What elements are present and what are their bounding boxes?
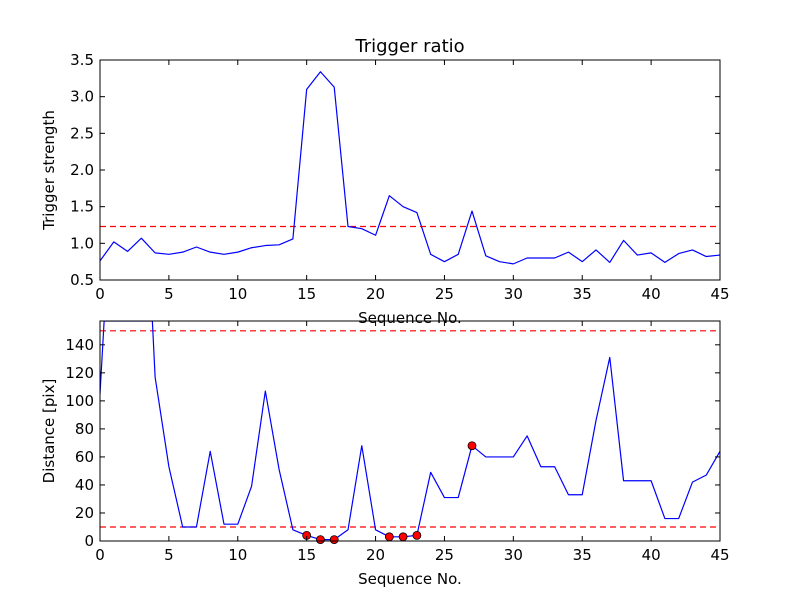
x-tick-label: 35 (573, 285, 592, 303)
x-tick-label: 20 (366, 285, 385, 303)
y-axis-label: Trigger strength (40, 110, 58, 231)
x-tick-label: 10 (228, 546, 247, 564)
highlighted-point (467, 441, 477, 451)
y-tick-label: 3.5 (70, 51, 94, 69)
y-tick-label: 1.5 (70, 198, 94, 216)
series-line (100, 71, 720, 265)
y-tick-label: 100 (65, 392, 94, 410)
y-tick-label: 140 (65, 336, 94, 354)
y-tick-label: 40 (75, 476, 94, 494)
plot-frame (99, 320, 721, 542)
top-plot-trigger-ratio: 0 5 10 15 20 25 30 35 40 45 0.5 1.0 1.5 2.0 2.5 3.0 3.5 S… (40, 36, 730, 327)
highlighted-point (329, 535, 339, 544)
x-tick-label: 15 (297, 546, 316, 564)
y-axis-label: Distance [pix] (40, 379, 58, 484)
plot-area (100, 71, 720, 265)
x-tick-label: 25 (435, 285, 454, 303)
x-tick-label: 5 (164, 546, 174, 564)
x-tick-label: 5 (164, 285, 174, 303)
x-tick-label: 0 (95, 546, 105, 564)
y-tick-label: 120 (65, 364, 94, 382)
series-line (100, 321, 720, 541)
y-tick-label: 20 (75, 504, 94, 522)
x-tick-label: 10 (228, 285, 247, 303)
x-axis-label: Sequence No. (358, 309, 462, 327)
y-tick-label: 1.0 (70, 234, 94, 252)
x-tick-label: 35 (573, 546, 592, 564)
x-tick-label: 20 (366, 546, 385, 564)
highlighted-point (412, 530, 422, 540)
y-tick-label: 0.5 (70, 271, 94, 289)
x-tick-label: 30 (504, 285, 523, 303)
y-tick-label: 2.5 (70, 124, 94, 142)
y-tick-label: 60 (75, 448, 94, 466)
x-tick-label: 0 (95, 285, 105, 303)
x-tick-label: 40 (642, 546, 661, 564)
chart-title: Trigger ratio (354, 36, 464, 57)
y-tick-label: 80 (75, 420, 94, 438)
x-tick-label: 45 (710, 546, 729, 564)
bottom-plot-distance: 0 5 10 15 20 25 30 35 40 45 0 20 40 60 80 100 120 140 Sequ… (40, 320, 730, 588)
highlighted-point (398, 532, 408, 542)
plot-area (100, 321, 720, 541)
x-tick-label: 15 (297, 285, 316, 303)
plot-frame (99, 59, 721, 281)
x-tick-label: 25 (435, 546, 454, 564)
y-tick-label: 2.0 (70, 161, 94, 179)
y-tick-label: 0 (84, 532, 94, 550)
y-tick-label: 3.0 (70, 88, 94, 106)
x-axis-label: Sequence No. (358, 570, 462, 588)
highlighted-point (384, 532, 394, 542)
x-tick-label: 40 (642, 285, 661, 303)
x-tick-label: 45 (710, 285, 729, 303)
x-tick-label: 30 (504, 546, 523, 564)
highlighted-point (316, 535, 325, 544)
